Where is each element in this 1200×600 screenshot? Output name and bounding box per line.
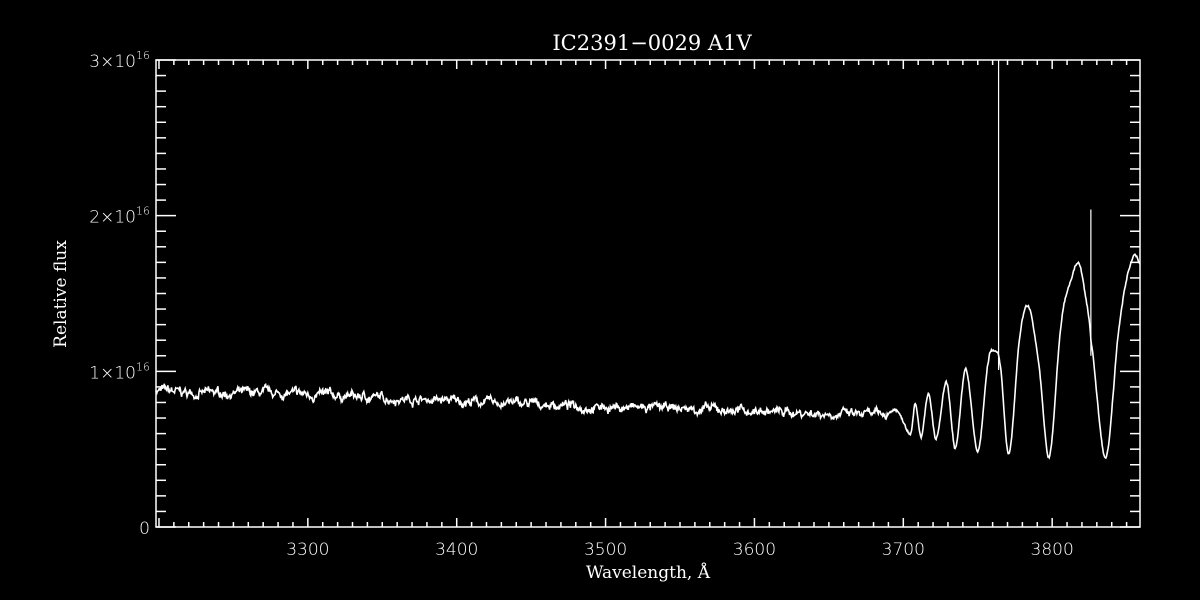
x-tick-label: 3500: [584, 540, 627, 560]
plot-frame: [155, 59, 1141, 528]
x-tick-label: 3400: [435, 540, 478, 560]
x-tick-label: 3600: [733, 540, 776, 560]
x-tick-label: 3800: [1031, 540, 1074, 560]
x-tick-label: 3300: [286, 540, 329, 560]
y-tick-label: 2×1016: [89, 205, 150, 228]
y-tick-label: 1×1016: [89, 360, 150, 383]
y-tick-label: 3×1016: [89, 49, 150, 72]
x-tick-label: 3700: [882, 540, 925, 560]
x-axis-label: Wavelength, Å: [586, 562, 711, 583]
chart-title: IC2391−0029 A1V: [552, 31, 752, 55]
y-axis-label: Relative flux: [51, 240, 71, 348]
y-tick-label: 0: [139, 519, 150, 539]
spectrum-line: [155, 253, 1141, 460]
